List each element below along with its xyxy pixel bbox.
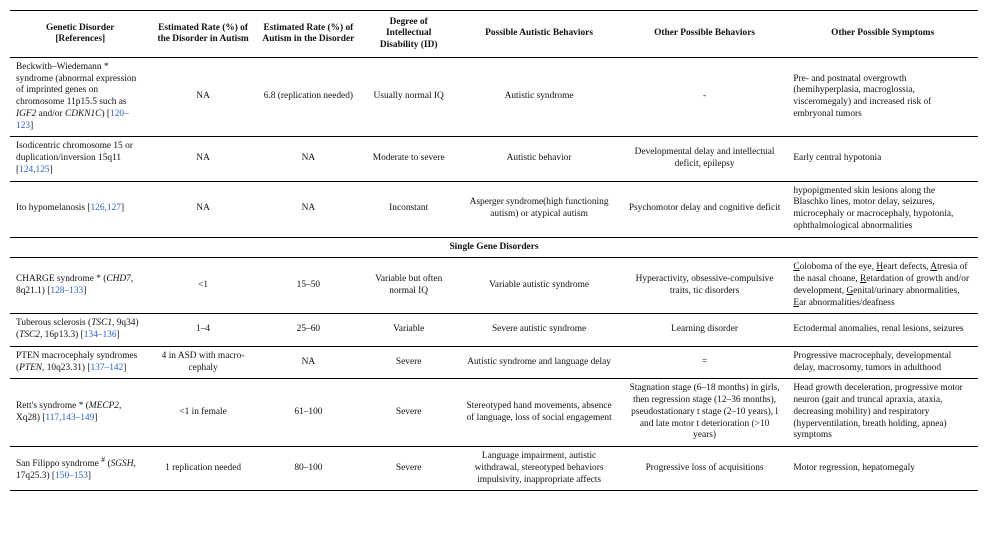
cell-rate-autism: NA (256, 346, 361, 379)
col-disorder: Genetic Disorder[References] (10, 11, 150, 58)
cell-other-beh: - (622, 57, 788, 137)
cell-rate-disorder: <1 in female (150, 379, 255, 447)
cell-symptoms: hypopigmented skin lesions along the Bla… (787, 181, 978, 237)
cell-rate-autism: 15–50 (256, 258, 361, 314)
cell-id: Usually normal IQ (361, 57, 456, 137)
cell-disorder: Ito hypomelanosis [126,127] (10, 181, 150, 237)
cell-id: Severe (361, 379, 456, 447)
cell-autistic: Language impairment, autistic withdrawal… (456, 447, 622, 491)
col-symptoms: Other Possible Symptoms (787, 11, 978, 58)
cell-other-beh: Psychomotor delay and cognitive deficit (622, 181, 788, 237)
cell-rate-disorder: <1 (150, 258, 255, 314)
cell-autistic: Asperger syndrome(high functioning autis… (456, 181, 622, 237)
cell-rate-autism: 6.8 (replication needed) (256, 57, 361, 137)
col-id: Degree of Intellectual Disability (ID) (361, 11, 456, 58)
cell-other-beh: Developmental delay and intellectual def… (622, 137, 788, 181)
cell-other-beh: Hyperactivity, obsessive-compulsive trai… (622, 258, 788, 314)
cell-other-beh: Learning disorder (622, 314, 788, 347)
cell-autistic: Autistic syndrome and language delay (456, 346, 622, 379)
cell-rate-disorder: 4 in ASD with macro-cephaly (150, 346, 255, 379)
cell-rate-autism: 25–60 (256, 314, 361, 347)
cell-rate-autism: NA (256, 137, 361, 181)
col-autistic: Possible Autistic Behaviors (456, 11, 622, 58)
cell-autistic: Autistic behavior (456, 137, 622, 181)
cell-id: Severe (361, 447, 456, 491)
table-row: Isodicentric chromosome 15 or duplicatio… (10, 137, 978, 181)
col-rate-autism: Estimated Rate (%) of Autism in the Diso… (256, 11, 361, 58)
cell-symptoms: Motor regression, hepatomegaly (787, 447, 978, 491)
col-rate-disorder: Estimated Rate (%) of the Disorder in Au… (150, 11, 255, 58)
cell-disorder: Rett's syndrome * (MECP2, Xq28) [117,143… (10, 379, 150, 447)
table-row: Rett's syndrome * (MECP2, Xq28) [117,143… (10, 379, 978, 447)
section-label: Single Gene Disorders (10, 237, 978, 258)
table-row: Beckwith–Wiedemann * syndrome (abnormal … (10, 57, 978, 137)
table-row: PTEN macrocephaly syndromes (PTEN, 10q23… (10, 346, 978, 379)
cell-id: Variable but often normal IQ (361, 258, 456, 314)
col-other-beh: Other Possible Behaviors (622, 11, 788, 58)
cell-rate-autism: NA (256, 181, 361, 237)
cell-other-beh: Stagnation stage (6–18 months) in girls,… (622, 379, 788, 447)
cell-symptoms: Ectodermal anomalies, renal lesions, sei… (787, 314, 978, 347)
cell-symptoms: Coloboma of the eye, Heart defects, Atre… (787, 258, 978, 314)
cell-autistic: Autistic syndrome (456, 57, 622, 137)
cell-other-beh: Progressive loss of acquisitions (622, 447, 788, 491)
cell-symptoms: Pre- and postnatal overgrowth (hemihyper… (787, 57, 978, 137)
cell-autistic: Variable autistic syndrome (456, 258, 622, 314)
cell-disorder: San Filippo syndrome # (SGSH, 17q25.3) [… (10, 447, 150, 491)
table-row: San Filippo syndrome # (SGSH, 17q25.3) [… (10, 447, 978, 491)
header-row: Genetic Disorder[References] Estimated R… (10, 11, 978, 58)
cell-disorder: Isodicentric chromosome 15 or duplicatio… (10, 137, 150, 181)
cell-rate-disorder: NA (150, 57, 255, 137)
cell-rate-autism: 80–100 (256, 447, 361, 491)
cell-other-beh: = (622, 346, 788, 379)
cell-id: Moderate to severe (361, 137, 456, 181)
cell-symptoms: Early central hypotonia (787, 137, 978, 181)
cell-id: Inconstant (361, 181, 456, 237)
cell-autistic: Stereotyped hand movements, absence of l… (456, 379, 622, 447)
cell-disorder: Beckwith–Wiedemann * syndrome (abnormal … (10, 57, 150, 137)
cell-id: Variable (361, 314, 456, 347)
cell-disorder: CHARGE syndrome * (CHD7, 8q21.1) [128–13… (10, 258, 150, 314)
genetic-disorders-table: Genetic Disorder[References] Estimated R… (10, 10, 978, 491)
cell-id: Severe (361, 346, 456, 379)
cell-disorder: Tuberous sclerosis (TSC1, 9q34) (TSC2, 1… (10, 314, 150, 347)
section-row: Single Gene Disorders (10, 237, 978, 258)
cell-rate-disorder: NA (150, 137, 255, 181)
cell-rate-disorder: 1 replication needed (150, 447, 255, 491)
cell-rate-autism: 61–100 (256, 379, 361, 447)
cell-disorder: PTEN macrocephaly syndromes (PTEN, 10q23… (10, 346, 150, 379)
table-row: CHARGE syndrome * (CHD7, 8q21.1) [128–13… (10, 258, 978, 314)
table-row: Tuberous sclerosis (TSC1, 9q34) (TSC2, 1… (10, 314, 978, 347)
cell-autistic: Severe autistic syndrome (456, 314, 622, 347)
cell-rate-disorder: NA (150, 181, 255, 237)
cell-symptoms: Progressive macrocephaly, developmental … (787, 346, 978, 379)
cell-symptoms: Head growth deceleration, progressive mo… (787, 379, 978, 447)
cell-rate-disorder: 1–4 (150, 314, 255, 347)
table-row: Ito hypomelanosis [126,127] NA NA Incons… (10, 181, 978, 237)
